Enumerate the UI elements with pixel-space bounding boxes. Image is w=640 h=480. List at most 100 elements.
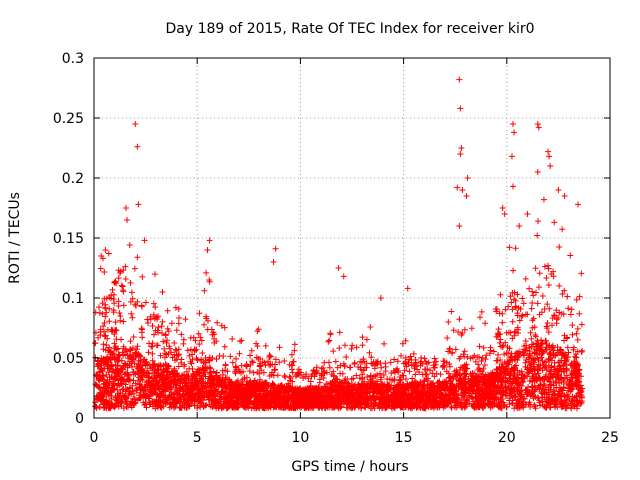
data-point <box>533 289 540 296</box>
data-point <box>233 355 240 362</box>
data-point <box>514 291 521 298</box>
data-point <box>232 370 239 377</box>
data-point <box>134 343 141 350</box>
data-point <box>512 245 519 252</box>
data-point <box>95 304 102 311</box>
data-point <box>576 310 583 317</box>
data-point <box>574 336 581 343</box>
data-point <box>173 400 180 407</box>
data-point <box>567 311 574 318</box>
data-point <box>536 270 543 277</box>
data-point <box>351 359 358 366</box>
data-point <box>388 370 395 377</box>
data-point <box>443 359 450 366</box>
data-point <box>115 275 122 282</box>
data-point <box>118 282 125 289</box>
data-point <box>522 275 529 282</box>
data-point <box>374 361 381 368</box>
data-point <box>197 334 204 341</box>
data-point <box>544 319 551 326</box>
data-point <box>213 369 220 376</box>
data-point <box>564 344 571 351</box>
data-point <box>482 356 489 363</box>
data-point <box>178 331 185 338</box>
data-point <box>510 267 517 274</box>
data-point <box>157 352 164 359</box>
data-point <box>129 364 136 371</box>
data-point <box>134 254 141 261</box>
data-point <box>250 369 257 376</box>
data-point <box>447 374 454 381</box>
data-point <box>336 329 343 336</box>
data-point <box>152 304 159 311</box>
data-point <box>112 327 119 334</box>
data-point <box>149 350 156 357</box>
data-point <box>543 274 550 281</box>
data-point <box>326 364 333 371</box>
data-point <box>561 287 568 294</box>
data-point <box>461 348 468 355</box>
data-point <box>120 318 127 325</box>
data-point <box>129 344 136 351</box>
data-point <box>449 349 456 356</box>
data-point <box>243 361 250 368</box>
data-point <box>348 345 355 352</box>
data-point <box>238 337 245 344</box>
data-point <box>545 329 552 336</box>
data-point <box>152 271 159 278</box>
data-point <box>556 244 563 251</box>
data-point <box>173 327 180 334</box>
data-point <box>181 361 188 368</box>
data-point <box>130 334 137 341</box>
data-point <box>548 382 555 389</box>
data-point <box>121 371 128 378</box>
data-point <box>163 339 170 346</box>
data-point <box>530 292 537 299</box>
data-point <box>132 302 139 309</box>
data-point <box>120 302 127 309</box>
data-point <box>171 339 178 346</box>
data-point <box>574 325 581 332</box>
data-point <box>109 286 116 293</box>
data-point <box>511 355 518 362</box>
data-point <box>479 354 486 361</box>
data-point <box>104 335 111 342</box>
data-point <box>573 330 580 337</box>
data-point <box>216 352 223 359</box>
data-point <box>535 218 542 225</box>
data-point <box>399 340 406 347</box>
data-point <box>452 346 459 353</box>
data-point <box>418 354 425 361</box>
data-point <box>262 342 269 349</box>
data-point <box>127 338 134 345</box>
data-point <box>229 335 236 342</box>
data-point <box>544 301 551 308</box>
data-point <box>175 352 182 359</box>
data-point <box>195 330 202 337</box>
data-point <box>247 361 254 368</box>
data-point <box>416 369 423 376</box>
data-point <box>493 357 500 364</box>
data-point <box>103 341 110 348</box>
data-point <box>455 328 462 335</box>
data-point <box>182 316 189 323</box>
data-point <box>327 331 334 338</box>
data-point <box>534 232 541 239</box>
data-point <box>103 309 110 316</box>
data-point <box>410 350 417 357</box>
data-point <box>175 315 182 322</box>
data-point <box>567 252 574 259</box>
data-point <box>529 288 536 295</box>
data-point <box>213 356 220 363</box>
data-point <box>495 351 502 358</box>
data-point <box>287 374 294 381</box>
data-point <box>201 287 208 294</box>
data-point <box>92 403 99 410</box>
data-point <box>546 378 553 385</box>
data-point <box>364 374 371 381</box>
data-point <box>498 396 505 403</box>
data-point <box>111 300 118 307</box>
data-point <box>203 269 210 276</box>
data-point <box>132 350 139 357</box>
